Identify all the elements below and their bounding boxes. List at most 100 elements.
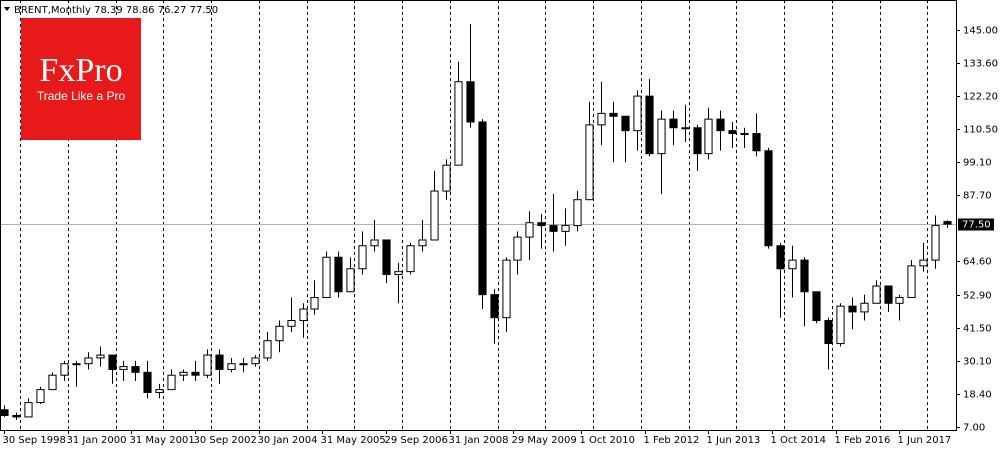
last-price-label: 77.50	[962, 220, 991, 231]
candle-body	[657, 118, 666, 155]
candle-body	[669, 118, 678, 129]
candle-body	[800, 259, 809, 293]
y-tick-label: 133.60	[963, 59, 998, 70]
candle-body	[239, 363, 248, 366]
y-tick-label: 30.10	[963, 357, 992, 368]
candle-body	[836, 305, 845, 345]
candle-body	[299, 308, 308, 322]
candle-body	[764, 150, 773, 247]
y-tick-label: 7.00	[963, 423, 985, 434]
candle-body	[776, 245, 785, 270]
y-tick-label: 122.20	[963, 92, 998, 103]
y-tick-label: 87.70	[963, 191, 992, 202]
candle-body	[418, 239, 427, 247]
y-tick-label: 145.00	[963, 26, 998, 37]
header-arrow	[4, 7, 10, 11]
candle-body	[740, 133, 749, 136]
candle-body	[884, 285, 893, 304]
y-tick-label: 18.40	[963, 390, 992, 401]
candle-body	[585, 124, 594, 201]
candle-body	[907, 265, 916, 299]
candle-body	[513, 236, 522, 261]
x-tick-label: 31 May 2005	[321, 435, 386, 446]
candle-body	[895, 297, 904, 304]
candle-body	[693, 127, 702, 155]
candle-body	[716, 118, 725, 132]
candle-body	[728, 130, 737, 135]
candle-body	[537, 222, 546, 227]
x-tick-label: 1 Jun 2017	[898, 435, 952, 446]
candle-body	[442, 164, 451, 192]
candle-body	[812, 291, 821, 322]
candle-body	[179, 371, 188, 376]
candle-body	[943, 221, 952, 225]
header-text: BRENT,Monthly 78.39 78.86 76.27 77.50	[14, 5, 218, 16]
candle-body	[0, 409, 9, 416]
y-tick-label: 52.90	[963, 291, 992, 302]
x-tick-label: 30 Sep 1998	[3, 435, 66, 446]
candle-body	[108, 354, 117, 370]
grid	[0, 0, 956, 430]
y-tick-label: 64.60	[963, 257, 992, 268]
candle-body	[752, 133, 761, 152]
candle-body	[72, 363, 81, 366]
candle-body	[621, 115, 630, 132]
plot	[0, 24, 952, 420]
candle-body	[525, 222, 534, 238]
logo-box	[21, 18, 141, 140]
candle-body	[860, 302, 869, 313]
candle-body	[609, 112, 618, 117]
x-tick-label: 31 Jan 2008	[449, 435, 509, 446]
candle-body	[681, 127, 690, 130]
candle-body	[597, 112, 606, 126]
candle-body	[24, 402, 33, 418]
candle-body	[84, 357, 93, 365]
candle-body	[549, 225, 558, 232]
x-tick-label: 30 Jan 2004	[258, 435, 318, 446]
candle-body	[382, 239, 391, 276]
candle-body	[60, 363, 69, 376]
candle-body	[287, 320, 296, 327]
candle-body	[275, 325, 284, 342]
candle-body	[848, 305, 857, 313]
candle-body	[394, 271, 403, 276]
candle-body	[203, 354, 212, 376]
logo-tagline: Trade Like a Pro	[37, 89, 126, 103]
candle-body	[131, 366, 140, 373]
candle-body	[263, 340, 272, 359]
candle-body	[334, 256, 343, 293]
candle-body	[36, 389, 45, 404]
y-tick-label: 41.50	[963, 324, 992, 335]
x-tick-label: 1 Jun 2013	[707, 435, 761, 446]
candle-body	[919, 259, 928, 267]
logo-brand: FxPro	[39, 52, 122, 89]
candle-body	[406, 245, 415, 273]
candle-body	[430, 190, 439, 241]
candle-body	[358, 245, 367, 270]
y-tick-label: 110.50	[963, 125, 998, 136]
candle-body	[143, 371, 152, 393]
candle-body	[788, 259, 797, 270]
candle-body	[573, 199, 582, 227]
candle-body	[490, 294, 499, 319]
candle-body	[346, 268, 355, 293]
candle-body	[215, 354, 224, 370]
candle-body	[310, 297, 319, 310]
x-tick-label: 31 Jan 2000	[67, 435, 127, 446]
last-price-box	[958, 218, 994, 231]
x-tick-label: 29 Sep 2006	[385, 435, 448, 446]
candle-body	[931, 225, 940, 261]
x-tick-label: 31 May 2001	[130, 435, 195, 446]
x-tick-label: 1 Oct 2014	[771, 435, 826, 446]
candle-body	[824, 320, 833, 345]
candle-body	[633, 95, 642, 132]
candle-body	[561, 225, 570, 232]
x-tick-label: 1 Feb 2016	[835, 435, 891, 446]
candle-body	[251, 357, 260, 365]
candle-body	[478, 121, 487, 296]
candle-body	[466, 81, 475, 123]
candle-body	[322, 256, 331, 299]
candle-body	[96, 354, 105, 359]
candle-body	[191, 371, 200, 376]
